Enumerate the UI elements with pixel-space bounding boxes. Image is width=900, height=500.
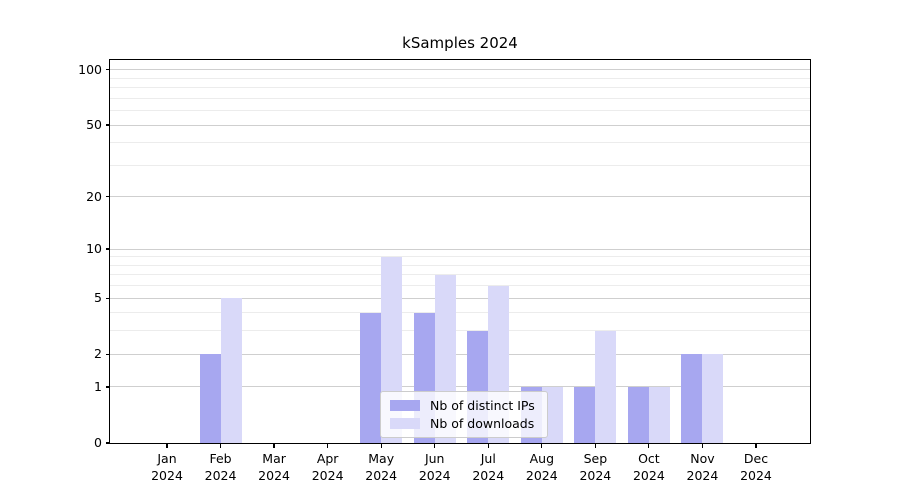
- gridline-minor: [110, 97, 810, 99]
- gridline-minor: [110, 77, 810, 79]
- y-tick-label: 2: [94, 346, 102, 362]
- x-tick-label: Oct 2024: [632, 451, 665, 483]
- x-tick-label: Dec 2024: [740, 451, 772, 483]
- y-tick-mark: [105, 196, 110, 198]
- legend-label-distinct-ips: Nb of distinct IPs: [430, 398, 535, 413]
- legend-item-distinct-ips: Nb of distinct IPs: [390, 398, 538, 413]
- gridline-minor: [110, 87, 810, 89]
- x-tick-mark: [648, 443, 650, 448]
- legend-label-downloads: Nb of downloads: [430, 416, 535, 431]
- gridline-minor: [110, 264, 810, 266]
- gridline-major: [110, 124, 810, 126]
- gridline-minor: [110, 164, 810, 166]
- y-tick-mark: [105, 442, 110, 444]
- y-tick-mark: [105, 69, 110, 71]
- x-tick-mark: [594, 443, 596, 448]
- y-tick-label: 20: [86, 188, 102, 204]
- y-tick-mark: [105, 297, 110, 299]
- x-tick-label: May 2024: [365, 451, 398, 483]
- y-tick-label: 1: [94, 378, 102, 394]
- x-tick-mark: [701, 443, 704, 448]
- gridline-major: [110, 386, 810, 388]
- gridlines-layer: [110, 60, 810, 443]
- x-tick-label: Mar 2024: [258, 451, 290, 483]
- gridline-minor: [110, 274, 810, 276]
- y-tick-mark: [105, 248, 110, 250]
- bar-distinct-ips-nov: [681, 354, 703, 443]
- legend: Nb of distinct IPs Nb of downloads: [380, 391, 548, 438]
- y-tick-mark: [105, 353, 110, 355]
- x-tick-label: Feb 2024: [204, 451, 237, 483]
- x-tick-mark: [166, 443, 168, 448]
- bar-downloads-feb: [220, 298, 242, 443]
- legend-swatch-distinct-ips: [390, 400, 420, 411]
- legend-swatch-downloads: [390, 418, 420, 429]
- gridline-minor: [110, 330, 810, 332]
- bar-distinct-ips-feb: [199, 354, 221, 443]
- x-tick-mark: [219, 443, 222, 448]
- x-tick-mark: [487, 443, 489, 448]
- x-tick-mark: [755, 443, 757, 448]
- gridline-minor: [110, 256, 810, 258]
- x-tick-mark: [273, 443, 275, 448]
- gridline-major: [110, 297, 810, 299]
- y-tick-label: 0: [94, 435, 102, 450]
- bar-distinct-ips-may: [360, 312, 382, 443]
- bar-downloads-sep: [595, 330, 617, 443]
- x-tick-mark: [434, 443, 436, 448]
- bar-distinct-ips-sep: [574, 386, 596, 443]
- x-tick-label: Jun 2024: [418, 451, 451, 483]
- plot-area: Nb of distinct IPs Nb of downloads: [109, 59, 811, 444]
- bar-distinct-ips-oct: [627, 386, 649, 443]
- bar-downloads-nov: [702, 354, 724, 443]
- y-tick-mark: [105, 124, 110, 126]
- x-tick-mark: [327, 443, 329, 448]
- gridline-major: [110, 353, 810, 355]
- y-tick-label: 10: [86, 241, 102, 257]
- gridline-minor: [110, 142, 810, 144]
- gridline-minor: [110, 285, 810, 287]
- gridline-major: [110, 248, 810, 250]
- x-tick-label: Jan 2024: [151, 451, 183, 483]
- gridline-major: [110, 69, 810, 71]
- x-tick-mark: [380, 443, 382, 448]
- y-tick-label: 50: [86, 117, 102, 133]
- y-tick-label: 5: [94, 290, 102, 306]
- bar-downloads-oct: [648, 386, 670, 443]
- y-tick-mark: [105, 386, 110, 388]
- gridline-major: [110, 196, 810, 198]
- gridline-minor: [110, 312, 810, 314]
- x-tick-label: Aug 2024: [525, 451, 558, 483]
- y-tick-label: 100: [78, 61, 102, 77]
- gridline-minor: [110, 110, 810, 112]
- x-tick-label: Jul 2024: [472, 451, 505, 483]
- legend-item-downloads: Nb of downloads: [390, 416, 538, 431]
- x-tick-label: Nov 2024: [686, 451, 719, 483]
- x-tick-mark: [541, 443, 543, 448]
- x-tick-label: Sep 2024: [579, 451, 612, 483]
- chart-title: kSamples 2024: [402, 34, 518, 52]
- x-tick-label: Apr 2024: [311, 451, 344, 483]
